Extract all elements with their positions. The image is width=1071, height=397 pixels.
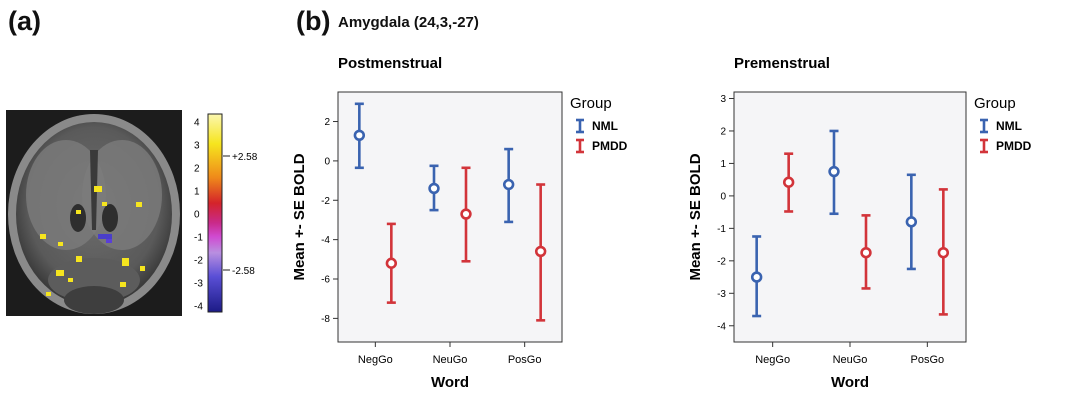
- colorbar-tick-label: -2: [194, 256, 203, 267]
- mean-point: [937, 247, 950, 259]
- plot-area: [337, 91, 563, 343]
- legend-label: NML: [996, 119, 1022, 133]
- y-tick-label: 0: [324, 156, 330, 167]
- mean-point: [385, 257, 398, 269]
- colorbar-tick-label: 3: [194, 141, 200, 152]
- colorbar: 4 3 2 1 0 -1 -2 -3 -4 +2.58 -2.58: [194, 113, 258, 313]
- mean-point: [353, 129, 366, 142]
- colorbar-tick-label: -1: [194, 233, 203, 244]
- panel-a-label: (a): [8, 6, 41, 36]
- plot-area: [733, 91, 967, 343]
- panel-b-label: (b): [296, 6, 331, 36]
- series-nml: [353, 102, 515, 224]
- y-tick-label: -4: [717, 321, 726, 332]
- series-pmdd: [782, 152, 950, 316]
- legend-symbol-nml: [576, 118, 584, 134]
- legend-symbol-pmdd: [980, 138, 988, 154]
- legend-title: Group: [974, 95, 1016, 112]
- x-axis-label: Word: [431, 374, 469, 391]
- mean-point: [534, 245, 547, 258]
- x-tick-label: NeuGo: [833, 354, 868, 366]
- y-tick-label: -4: [321, 235, 330, 246]
- y-tick-label: 1: [720, 159, 726, 170]
- legend-title: Group: [570, 95, 612, 112]
- legend-label: NML: [592, 119, 618, 133]
- y-axis-label: Mean +- SE BOLD: [690, 153, 704, 280]
- series-pmdd: [385, 166, 547, 322]
- colorbar-tick-label: -4: [194, 302, 203, 313]
- y-tick-label: 0: [720, 191, 726, 202]
- mean-point: [860, 247, 872, 259]
- mean-point: [782, 176, 795, 188]
- x-axis-label: Word: [831, 374, 869, 391]
- mean-point: [905, 216, 918, 228]
- colorbar-tick-label: 4: [194, 118, 200, 129]
- legend-symbol-nml: [980, 118, 988, 134]
- y-tick-label: 2: [720, 126, 726, 137]
- y-tick-label: -2: [717, 256, 726, 267]
- colorbar-tick-label: 0: [194, 210, 200, 221]
- legend-label: PMDD: [996, 139, 1032, 153]
- brain-slice-image: [6, 110, 182, 316]
- mean-point: [750, 271, 763, 283]
- threshold-pos-label: +2.58: [232, 152, 258, 163]
- threshold-neg-label: -2.58: [232, 266, 255, 277]
- chart-postmenstrual: Postmenstrual 2 0 -2 -4 -6 -8 NegGo NeuGo PosGo Wo…: [291, 55, 628, 391]
- series-nml: [750, 129, 918, 318]
- x-tick-label: PosGo: [911, 354, 945, 366]
- x-tick-label: NegGo: [755, 354, 790, 366]
- x-tick-label: PosGo: [508, 354, 542, 366]
- y-tick-label: -6: [321, 275, 330, 286]
- mean-point: [828, 165, 840, 178]
- y-tick-label: -8: [321, 314, 330, 325]
- x-tick-label: NegGo: [358, 354, 393, 366]
- colorbar-tick-label: -3: [194, 279, 203, 290]
- region-title: Amygdala (24,3,-27): [338, 14, 479, 31]
- mean-point: [502, 178, 515, 191]
- y-tick-label: 2: [324, 117, 330, 128]
- colorbar-tick-label: 1: [194, 187, 200, 198]
- y-tick-label: 3: [720, 94, 726, 105]
- chart-premenstrual: Premenstrual 3 2 1 0 -1 -2 -3 -4 NegGo NeuGo PosGo W…: [690, 55, 1032, 391]
- x-tick-label: NeuGo: [433, 354, 468, 366]
- y-tick-label: -1: [717, 224, 726, 235]
- y-tick-label: -3: [717, 289, 726, 300]
- y-axis-label: Mean +- SE BOLD: [291, 153, 308, 280]
- mean-point: [428, 182, 440, 195]
- chart-title: Premenstrual: [734, 55, 830, 72]
- chart-title: Postmenstrual: [338, 55, 442, 72]
- mean-point: [460, 208, 472, 220]
- colorbar-tick-label: 2: [194, 164, 200, 175]
- y-tick-label: -2: [321, 196, 330, 207]
- legend-label: PMDD: [592, 139, 628, 153]
- legend-symbol-pmdd: [576, 138, 584, 154]
